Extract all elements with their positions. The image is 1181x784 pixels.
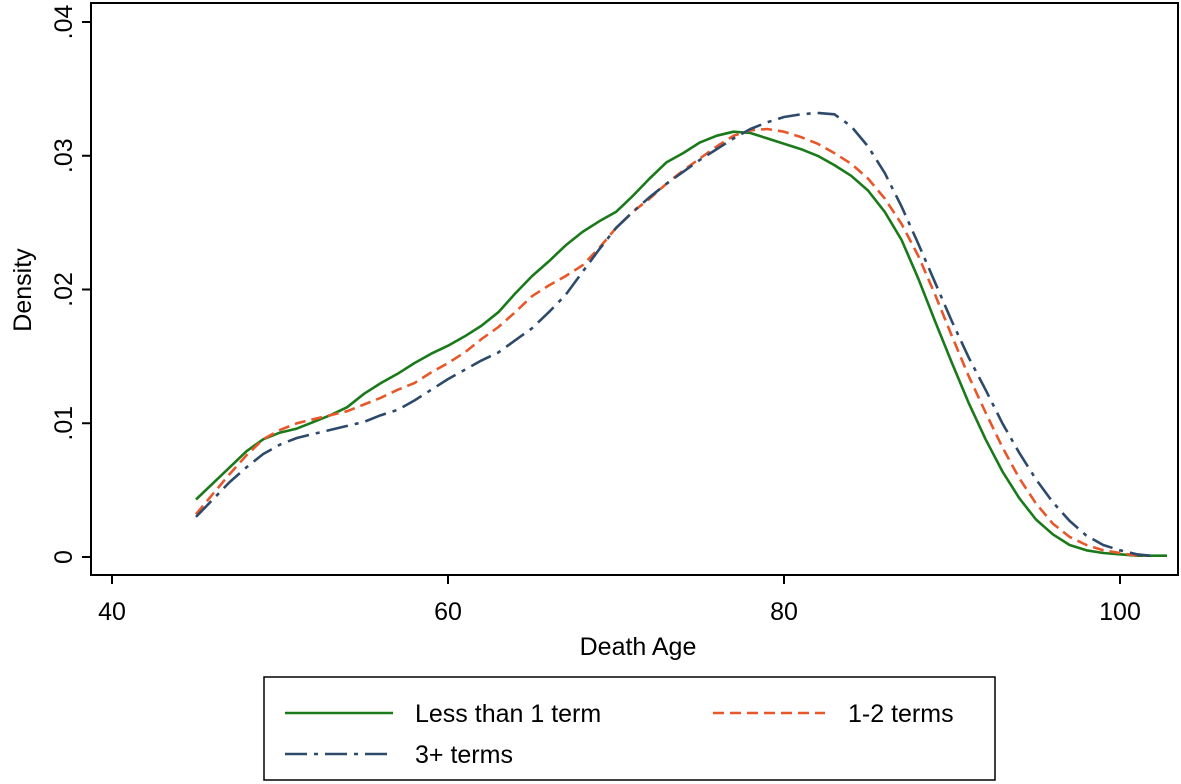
series-line-2 xyxy=(195,111,1151,557)
x-axis-title: Death Age xyxy=(580,633,697,661)
series-lines xyxy=(195,111,1167,557)
x-tick-label-80: 80 xyxy=(770,598,798,626)
y-axis: 0 .01 .02 .03 .04 xyxy=(50,5,91,564)
series-line-1 xyxy=(195,127,1146,557)
series-line-0 xyxy=(195,130,1167,557)
x-axis: 40 60 80 100 xyxy=(98,575,1141,626)
legend-box xyxy=(263,676,996,781)
x-tick-label-60: 60 xyxy=(434,598,462,626)
y-tick-label-1: .01 xyxy=(50,406,78,441)
legend-label-0: Less than 1 term xyxy=(415,700,601,728)
x-tick-label-100: 100 xyxy=(1099,598,1141,626)
y-tick-label-4: .04 xyxy=(50,5,78,40)
y-tick-label-2: .02 xyxy=(50,272,78,307)
y-tick-label-0: 0 xyxy=(50,550,78,564)
x-tick-label-40: 40 xyxy=(98,598,126,626)
legend: Less than 1 term 1-2 terms 3+ terms xyxy=(263,676,996,781)
legend-label-2: 3+ terms xyxy=(415,741,513,769)
y-axis-title: Density xyxy=(9,248,37,332)
y-tick-label-3: .03 xyxy=(50,138,78,173)
legend-label-1: 1-2 terms xyxy=(848,700,954,728)
